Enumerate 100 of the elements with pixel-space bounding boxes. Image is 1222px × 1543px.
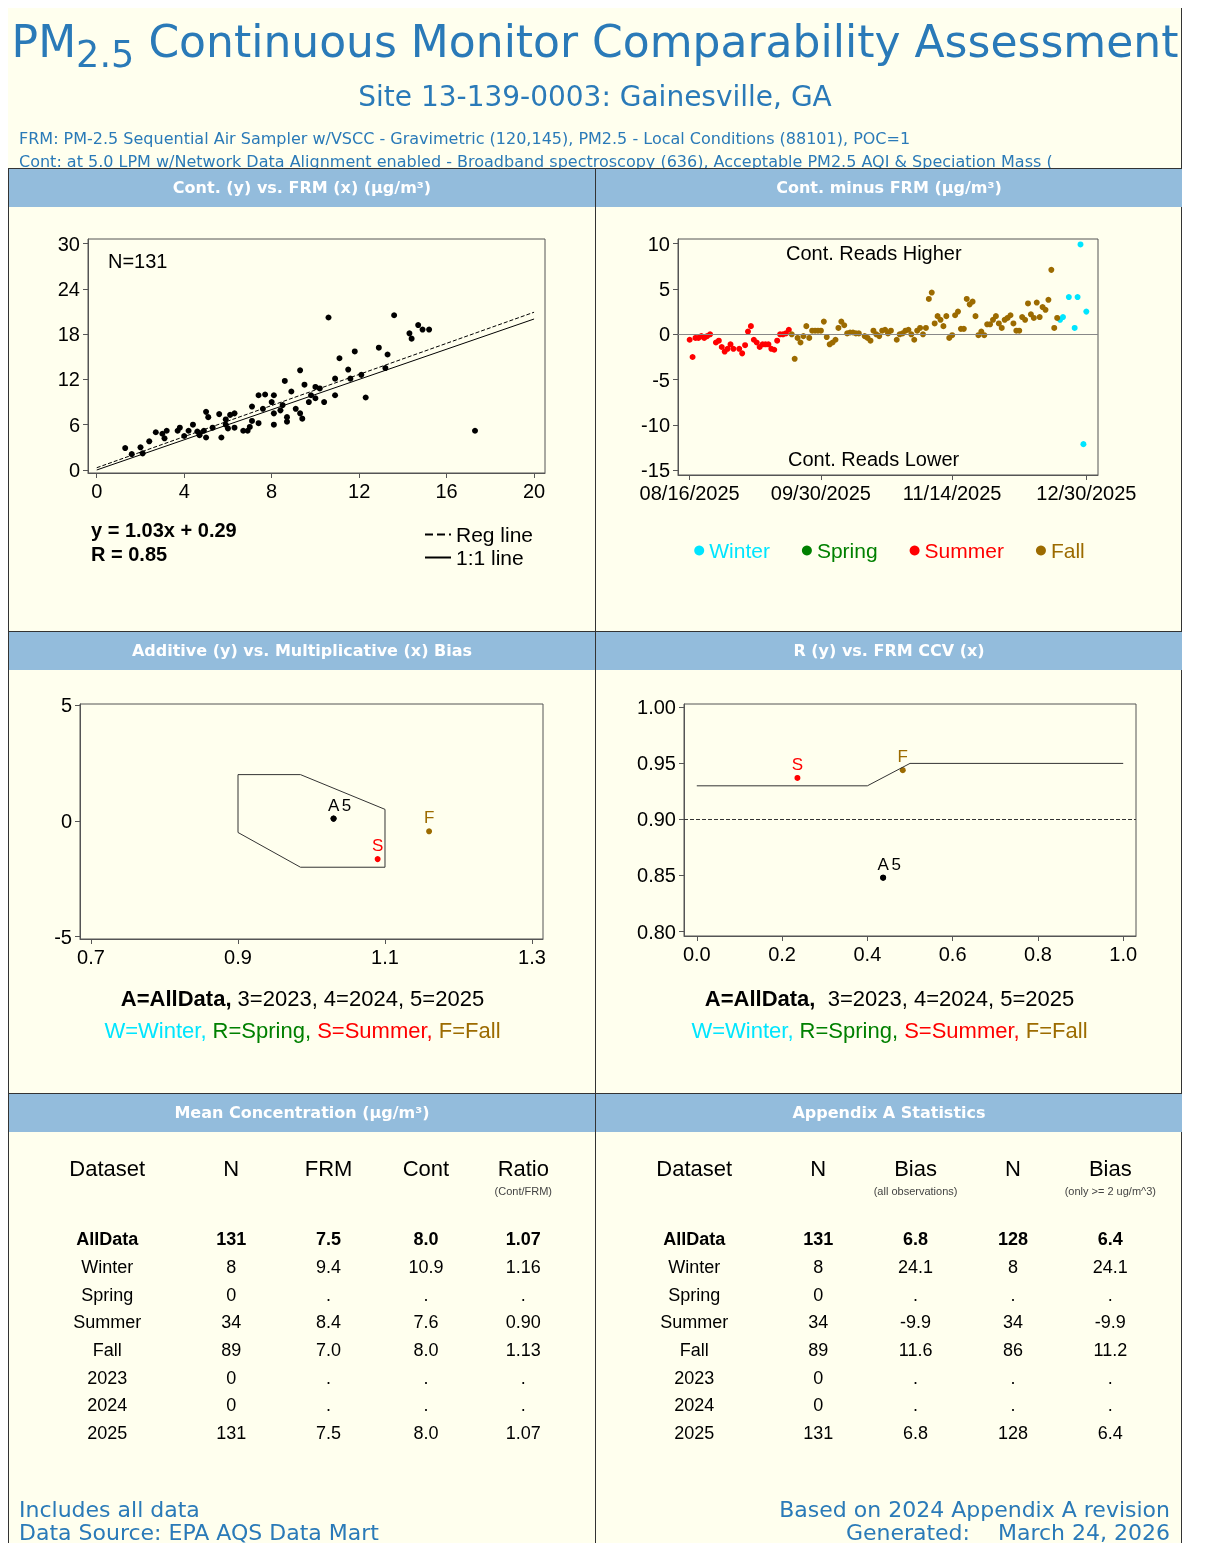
category-label: 2023	[673, 1366, 716, 1390]
data-label: 7.0	[315, 1339, 343, 1363]
data-label: 0	[812, 1394, 825, 1418]
data-label: 24.1	[897, 1256, 935, 1280]
data-label: 86	[1001, 1339, 1024, 1363]
data-label: 131	[802, 1228, 835, 1252]
data-label: 6.8	[902, 1228, 930, 1252]
text: (Cont/FRM)	[493, 1184, 554, 1199]
data-label: 89	[220, 1339, 243, 1363]
data-label: 8	[1006, 1256, 1019, 1280]
data-label: 128	[996, 1422, 1029, 1446]
x-tick-label: 09/30/2025	[770, 482, 871, 504]
series-label: F	[897, 747, 908, 767]
data-label: .	[325, 1394, 333, 1418]
x-tick-label: 1.1	[371, 946, 399, 968]
data-label: 8.0	[412, 1228, 440, 1252]
y-tick-label: 0	[658, 323, 670, 346]
data-label: 8.0	[412, 1339, 440, 1363]
text: Bias	[893, 1155, 938, 1183]
series-label: F	[423, 808, 435, 828]
category-label: Winter	[80, 1256, 135, 1280]
x-tick-label: 0.2	[768, 943, 796, 965]
data-label: 24.1	[1091, 1256, 1129, 1280]
legend-label: Reg line	[456, 523, 534, 546]
data-label: 0	[225, 1394, 238, 1418]
y-tick-label: 0.95	[637, 752, 676, 775]
y-tick-label: -5	[54, 925, 72, 948]
data-label: .	[325, 1366, 333, 1390]
y-tick-label: -10	[641, 414, 670, 437]
data-label: 0	[812, 1283, 825, 1307]
data-label: 34	[1001, 1311, 1024, 1335]
data-label: 1.16	[504, 1256, 542, 1280]
data-label: 0.90	[504, 1311, 542, 1335]
data-label: 8.4	[315, 1311, 343, 1335]
legend-label: Winter	[709, 539, 770, 562]
data-label: .	[422, 1283, 430, 1307]
y-tick-label: 1.00	[637, 696, 676, 719]
x-tick-label: 1.0	[1109, 943, 1138, 965]
text: A=AllData, 3=2023, 4=2024, 5=2025	[120, 986, 485, 1011]
data-label: 6.8	[902, 1422, 930, 1446]
chart-title: Cont. minus FRM (µg/m³)	[596, 169, 1182, 207]
data-label: .	[422, 1366, 430, 1390]
series-label: A	[327, 795, 340, 815]
series-label: S	[371, 836, 384, 856]
legend-label: 1:1 line	[456, 546, 524, 569]
data-label: 7.6	[412, 1311, 440, 1335]
data-label: 10.9	[407, 1256, 445, 1280]
text: PM$_{2.5}$ Continuous Monitor Comparability Assessment	[10, 16, 1180, 78]
data-label: 34	[807, 1311, 830, 1335]
x-tick-label: 0	[91, 480, 103, 502]
data-label: 128	[996, 1228, 1029, 1252]
legend-label: Summer	[924, 539, 1004, 562]
chart-title: R (y) vs. FRM CCV (x)	[596, 632, 1182, 670]
data-label: .	[912, 1394, 920, 1418]
annotation: Cont. Reads Lower	[788, 448, 960, 470]
text: R = 0.85	[91, 543, 168, 565]
text: W=Winter, R=Spring, S=Summer, F=Fall	[104, 1018, 501, 1043]
text: Site 13-139-0003: Gainesville, GA	[357, 79, 833, 113]
text: Appendix A Statistics	[596, 1094, 1182, 1132]
text: (all observations)	[872, 1184, 959, 1199]
text: Includes all data	[19, 1497, 201, 1522]
y-tick-label: 6	[68, 413, 80, 436]
data-label: .	[519, 1366, 527, 1390]
data-label: 7.5	[315, 1228, 343, 1252]
y-tick-label: 0.90	[637, 808, 676, 831]
text: Generated: March 24, 2026	[844, 1520, 1170, 1543]
x-tick-label: 1.3	[518, 946, 546, 968]
x-tick-label: 0.9	[224, 946, 252, 968]
y-tick-label: 0	[60, 809, 72, 832]
text: FRM: PM-2.5 Sequential Air Sampler w/VSCC - Gravimetric (120,145), PM2.5 - Local Conditions (88101), POC=1	[19, 127, 912, 150]
y-tick-label: 5	[60, 694, 72, 717]
x-tick-label: 0.6	[938, 943, 967, 965]
category-label: AllData	[662, 1228, 727, 1252]
data-label: 131	[802, 1422, 835, 1446]
chart-title: Cont. (y) vs. FRM (x) (µg/m³)	[9, 169, 595, 207]
data-label: 89	[807, 1339, 830, 1363]
x-tick-label: 0.7	[77, 946, 105, 968]
legend-label: Fall	[1050, 539, 1085, 562]
series-label: A	[877, 854, 890, 874]
y-tick-label: 12	[57, 368, 80, 391]
data-label: 1.13	[504, 1339, 542, 1363]
x-tick-label: 08/16/2025	[639, 482, 740, 504]
category-label: 2025	[86, 1422, 129, 1446]
text: A=AllData, 3=2023, 4=2024, 5=2025	[704, 986, 1075, 1011]
x-tick-label: 0.0	[682, 943, 711, 965]
category-label: 2024	[86, 1394, 129, 1418]
data-label: .	[519, 1394, 527, 1418]
data-label: 7.5	[315, 1422, 343, 1446]
y-tick-label: 10	[647, 232, 670, 255]
data-label: .	[325, 1283, 333, 1307]
text: Ratio	[496, 1155, 550, 1183]
category-label: Summer	[72, 1311, 143, 1335]
legend-label: Spring	[816, 539, 878, 562]
text: N	[1004, 1155, 1022, 1183]
category-label: AllData	[75, 1228, 140, 1252]
x-tick-label: 8	[266, 480, 278, 502]
series-label: 5	[341, 795, 352, 815]
data-label: .	[519, 1283, 527, 1307]
x-tick-label: 16	[435, 480, 458, 502]
text: Mean Concentration (µg/m³)	[9, 1094, 595, 1132]
